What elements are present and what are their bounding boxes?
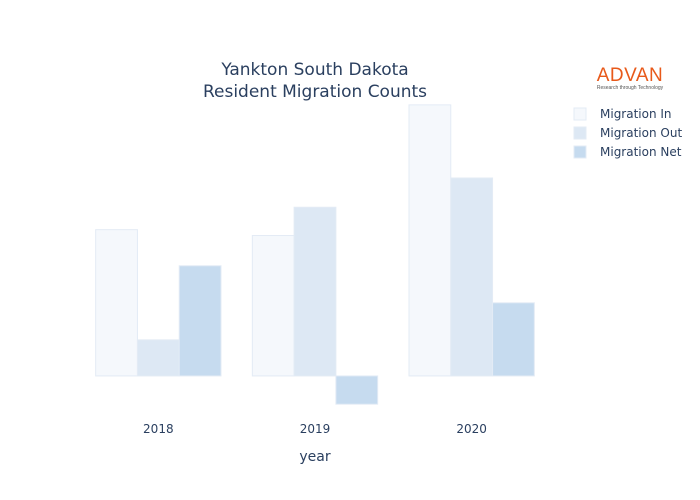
bar-migration-net-2019[interactable] bbox=[335, 375, 379, 405]
bar-migration-in-2020[interactable] bbox=[408, 104, 452, 377]
bar-migration-in-2018[interactable] bbox=[95, 229, 138, 377]
legend-label-migration-in[interactable]: Migration In bbox=[600, 107, 672, 121]
chart-title-line-1: Yankton South Dakota bbox=[220, 60, 408, 80]
legend-swatch-migration-net[interactable] bbox=[573, 145, 587, 159]
legend-label-migration-out[interactable]: Migration Out bbox=[600, 126, 682, 140]
legend-swatch-migration-out[interactable] bbox=[573, 126, 587, 140]
bar-migration-in-2019[interactable] bbox=[251, 235, 295, 377]
logo-tagline: Research through Technology bbox=[596, 85, 664, 91]
legend-label-migration-net[interactable]: Migration Net bbox=[600, 145, 682, 159]
legend[interactable]: Migration In Migration Out Migration Net bbox=[573, 107, 682, 159]
x-tick-label-2018: 2018 bbox=[143, 422, 174, 436]
plot-area bbox=[95, 104, 535, 405]
bar-migration-net-2020[interactable] bbox=[492, 302, 535, 377]
chart-title-line-2: Resident Migration Counts bbox=[203, 82, 427, 102]
x-tick-label-2019: 2019 bbox=[300, 422, 331, 436]
bar-migration-out-2020[interactable] bbox=[450, 177, 494, 377]
logo-wordmark: ADVAN bbox=[596, 65, 664, 86]
x-tick-labels: 2018 2019 2020 bbox=[143, 422, 487, 436]
bar-migration-net-2018[interactable] bbox=[178, 265, 222, 377]
bar-migration-out-2018[interactable] bbox=[136, 339, 180, 377]
legend-swatch-migration-in[interactable] bbox=[573, 107, 587, 121]
x-axis-title: year bbox=[299, 449, 330, 465]
x-tick-label-2020: 2020 bbox=[456, 422, 487, 436]
advan-logo: ADVAN Research through Technology bbox=[588, 66, 672, 91]
bar-migration-out-2019[interactable] bbox=[293, 206, 337, 377]
